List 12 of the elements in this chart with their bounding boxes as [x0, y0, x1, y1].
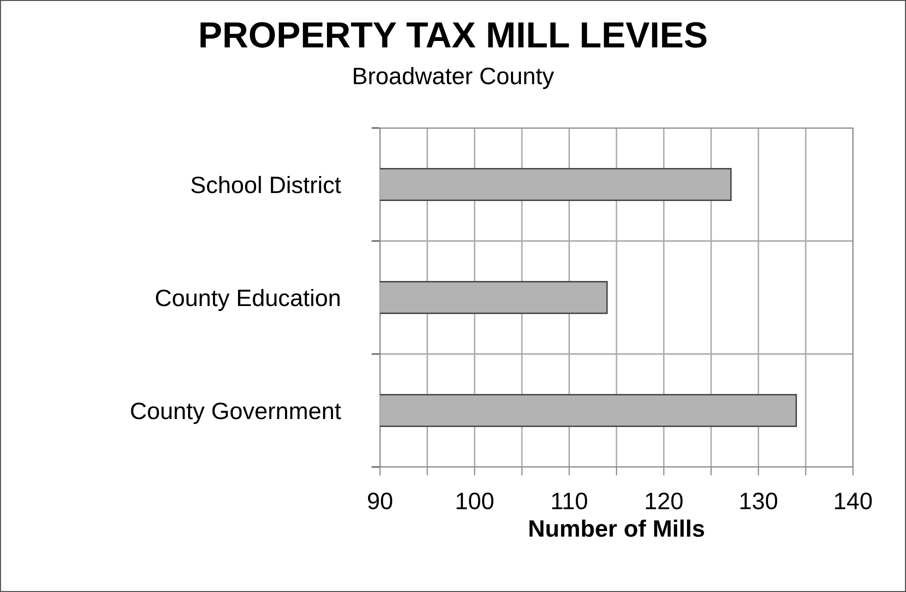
x-tick-label: 100 [456, 492, 494, 510]
y-tick-label: County Education [156, 288, 340, 311]
x-tick-label: 110 [552, 492, 588, 510]
x-tick-label: 90 [368, 492, 392, 510]
x-tick-label: 120 [646, 492, 683, 510]
y-tick-label: School District [191, 176, 341, 194]
chart-subtitle: Broadwater County [354, 66, 554, 90]
x-axis-title: Number of Mills [530, 520, 704, 537]
chart-title: PROPERTY TAX MILL LEVIES [200, 22, 706, 48]
x-tick-label: 130 [740, 492, 778, 510]
x-tick-label: 140 [835, 492, 872, 510]
y-tick-label: County Government [131, 402, 341, 424]
